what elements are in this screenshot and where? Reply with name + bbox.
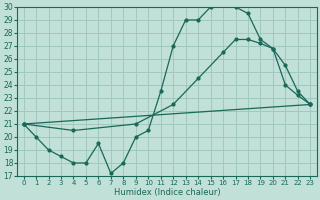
X-axis label: Humidex (Indice chaleur): Humidex (Indice chaleur) xyxy=(114,188,220,197)
